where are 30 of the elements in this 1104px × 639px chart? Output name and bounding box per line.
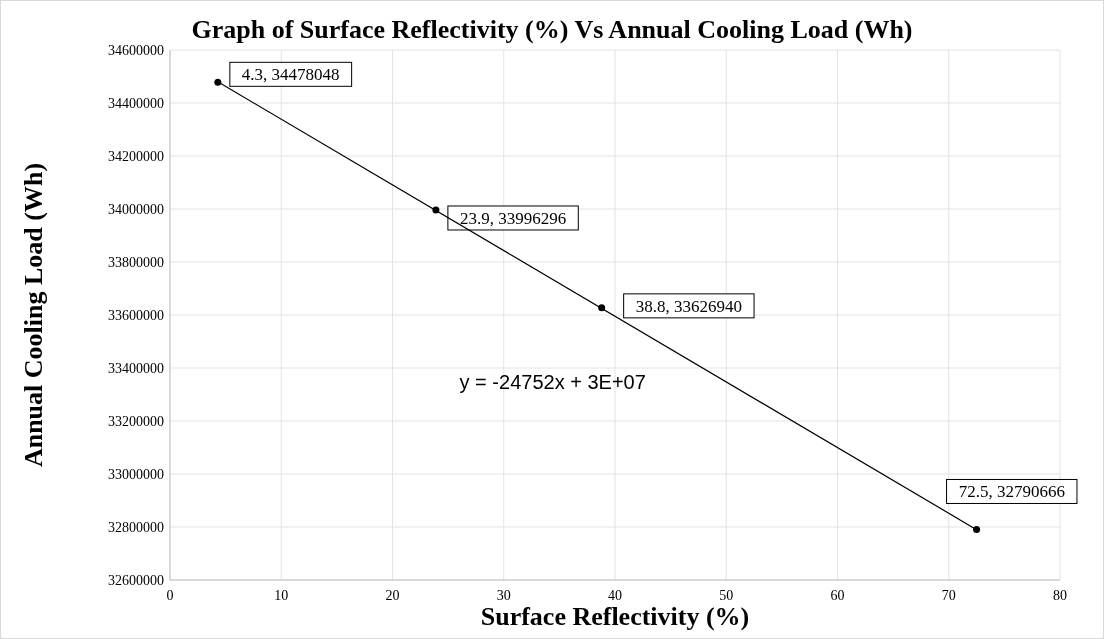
x-tick-label: 80 [1053,588,1067,603]
x-tick-label: 40 [608,588,622,603]
y-tick-label: 33800000 [108,255,164,270]
x-tick-label: 10 [274,588,289,603]
data-label: 4.3, 34478048 [241,65,340,85]
y-tick-label: 34400000 [108,96,164,111]
point [214,78,222,86]
data-label: 23.9, 33996296 [459,208,567,228]
y-axis-title: Annual Cooling Load (Wh) [19,162,48,468]
y-tick-label: 33600000 [108,308,164,323]
y-tick-label: 34200000 [108,149,164,164]
y-tick-label: 32600000 [108,573,164,588]
y-tick-label: 33400000 [108,361,164,376]
x-tick-label: 30 [496,588,511,603]
x-axis-title: Surface Reflectivity (%) [480,602,750,631]
x-tick-label: 0 [166,588,174,603]
x-tick-label: 50 [719,588,734,603]
x-tick-label: 60 [830,588,845,603]
x-tick-label: 20 [385,588,400,603]
y-tick-label: 34000000 [108,202,164,217]
y-tick-label: 34600000 [108,43,164,58]
annotation: y = -24752x + 3E+07 [459,371,646,394]
point [973,525,981,533]
chart-title: Graph of Surface Reflectivity (%) Vs Annual Cooling Load (Wh) [191,15,913,44]
data-label: 72.5, 32790666 [958,482,1065,502]
y-tick-label: 33200000 [108,414,164,429]
x-tick-label: 70 [941,588,956,603]
y-tick-label: 32800000 [108,520,164,535]
y-tick-label: 33000000 [108,467,164,482]
data-label: 38.8, 33626940 [635,296,742,316]
